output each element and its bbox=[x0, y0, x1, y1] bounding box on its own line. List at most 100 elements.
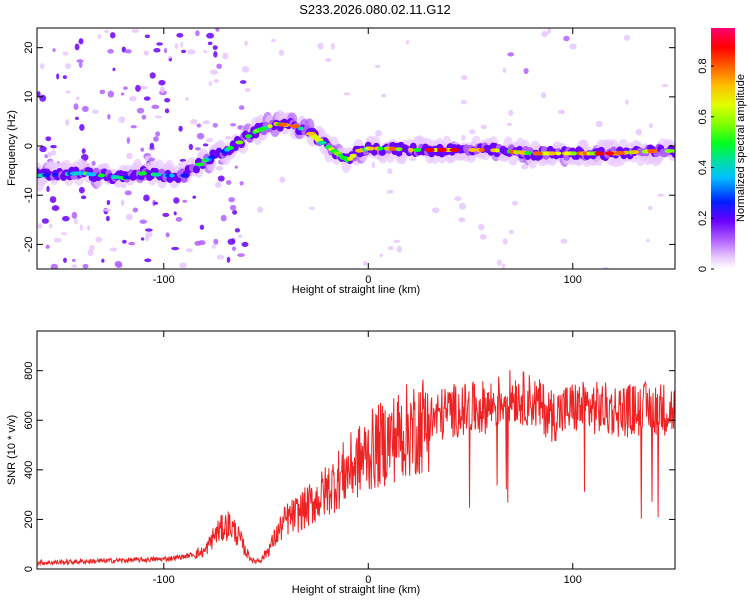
noise-speck bbox=[480, 124, 487, 130]
ridge-core bbox=[524, 151, 532, 156]
snr-ylabel: SNR (10 * v/v) bbox=[6, 415, 18, 485]
noise-speck bbox=[81, 105, 89, 112]
noise-speck bbox=[155, 131, 161, 137]
noise-speck bbox=[52, 48, 56, 53]
noise-speck bbox=[39, 94, 47, 102]
noise-speck bbox=[190, 119, 198, 125]
noise-speck bbox=[112, 67, 116, 72]
noise-speck bbox=[431, 207, 440, 214]
noise-speck bbox=[469, 129, 476, 135]
noise-speck bbox=[120, 183, 127, 189]
noise-speck bbox=[140, 147, 145, 152]
noise-speck bbox=[143, 50, 149, 56]
noise-speck bbox=[657, 193, 665, 197]
ridge-core bbox=[413, 147, 422, 152]
spectrogram-xlabel: Height of straight line (km) bbox=[292, 284, 420, 296]
noise-speck bbox=[75, 96, 80, 101]
noise-speck bbox=[502, 238, 508, 245]
noise-speck bbox=[162, 212, 170, 217]
noise-speck bbox=[87, 249, 94, 257]
noise-speck bbox=[78, 61, 83, 68]
noise-speck bbox=[107, 48, 114, 54]
noise-speck bbox=[496, 259, 502, 266]
noise-speck bbox=[202, 120, 211, 125]
ridge-core bbox=[87, 172, 97, 177]
ridge-core bbox=[141, 171, 147, 176]
y-tick-label: -20 bbox=[23, 236, 35, 252]
noise-speck bbox=[194, 240, 202, 246]
noise-speck bbox=[225, 135, 231, 140]
noise-speck bbox=[212, 123, 218, 128]
noise-speck bbox=[173, 197, 180, 204]
noise-speck bbox=[165, 232, 170, 238]
noise-speck bbox=[231, 246, 237, 251]
noise-speck bbox=[408, 157, 417, 161]
figure-title: S233.2026.080.02.11.G12 bbox=[299, 2, 451, 17]
noise-speck bbox=[603, 266, 609, 269]
colorbar-tick-label: 0.4 bbox=[697, 160, 709, 175]
noise-speck bbox=[508, 229, 514, 235]
ridge-core bbox=[478, 147, 485, 152]
noise-speck bbox=[192, 195, 197, 199]
ridge-core bbox=[349, 153, 357, 158]
y-tick-label: 0 bbox=[23, 566, 35, 572]
ridge-core bbox=[297, 126, 305, 131]
noise-speck bbox=[188, 143, 193, 151]
noise-speck bbox=[541, 30, 549, 38]
ridge-core bbox=[368, 146, 375, 151]
noise-speck bbox=[207, 41, 213, 46]
noise-speck bbox=[71, 264, 78, 268]
noise-speck bbox=[230, 123, 236, 127]
noise-speck bbox=[325, 57, 332, 62]
noise-speck bbox=[171, 246, 180, 251]
ridge-hotspot bbox=[594, 151, 605, 156]
noise-speck bbox=[153, 201, 159, 205]
noise-speck bbox=[213, 51, 218, 58]
noise-speck bbox=[239, 80, 247, 84]
noise-speck bbox=[461, 75, 468, 81]
noise-speck bbox=[187, 49, 196, 55]
ridge-core bbox=[555, 151, 562, 156]
noise-speck bbox=[60, 232, 68, 236]
ridge-core bbox=[152, 172, 162, 177]
noise-speck bbox=[124, 190, 132, 196]
noise-speck bbox=[646, 238, 650, 243]
noise-speck bbox=[125, 213, 133, 221]
noise-speck bbox=[362, 260, 368, 266]
noise-speck bbox=[45, 136, 52, 142]
noise-speck bbox=[569, 43, 577, 50]
noise-speck bbox=[458, 217, 466, 223]
x-tick-label: 0 bbox=[365, 574, 371, 586]
ridge-core bbox=[548, 151, 557, 156]
noise-speck bbox=[101, 258, 105, 263]
noise-speck bbox=[154, 115, 162, 119]
noise-speck bbox=[144, 34, 151, 39]
y-tick-label: 0 bbox=[23, 143, 35, 149]
noise-speck bbox=[78, 186, 85, 194]
noise-speck bbox=[182, 199, 188, 203]
noise-speck bbox=[374, 64, 381, 69]
ridge-core bbox=[388, 146, 398, 151]
ridge-core bbox=[408, 147, 415, 152]
noise-speck bbox=[122, 239, 127, 244]
noise-speck bbox=[82, 263, 89, 269]
noise-speck bbox=[406, 40, 410, 45]
noise-speck bbox=[180, 41, 184, 48]
noise-speck bbox=[623, 34, 631, 41]
noise-speck bbox=[151, 104, 160, 110]
noise-speck bbox=[461, 134, 466, 141]
y-tick-label: 800 bbox=[23, 361, 35, 379]
noise-speck bbox=[179, 262, 187, 269]
noise-speck bbox=[132, 207, 139, 213]
x-tick-label: -100 bbox=[153, 574, 175, 586]
noise-speck bbox=[103, 208, 112, 212]
noise-speck bbox=[175, 216, 183, 222]
ridge-core bbox=[494, 148, 500, 153]
x-tick-label: 100 bbox=[564, 574, 582, 586]
colorbar-label: Normalized spectral amplitude bbox=[735, 74, 747, 222]
noise-speck bbox=[81, 148, 86, 154]
colorbar-ticks: 0 0.2 0.4 0.6 0.8 bbox=[697, 58, 714, 272]
noise-speck bbox=[80, 195, 87, 200]
noise-speck bbox=[50, 263, 59, 269]
noise-speck bbox=[149, 142, 155, 149]
